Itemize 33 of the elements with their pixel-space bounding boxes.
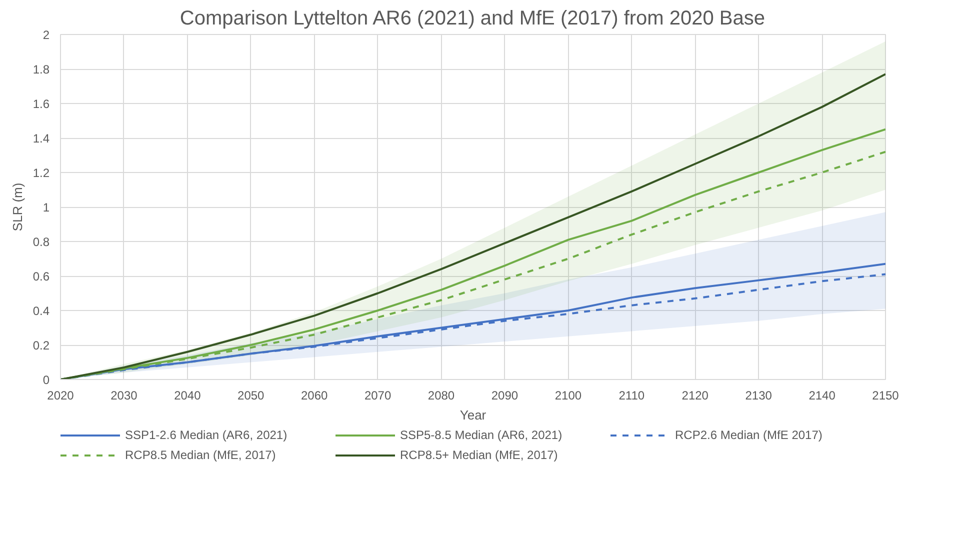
legend-label: RCP2.6 Median (MfE 2017)	[675, 428, 824, 442]
y-axis-title: SLR (m)	[10, 182, 25, 232]
y-tick-label: 0.6	[32, 270, 50, 284]
x-tick-label: 2020	[47, 388, 74, 402]
legend-label: SSP5-8.5 Median (AR6, 2021)	[400, 428, 564, 442]
legend-label: SSP1-2.6 Median (AR6, 2021)	[125, 428, 288, 442]
x-tick-label: 2140	[808, 388, 836, 402]
y-tick-label: 1.8	[32, 62, 50, 76]
y-tick-label: 0.8	[32, 235, 50, 249]
y-tick-label: 1.2	[32, 166, 50, 180]
y-tick-label: 0.4	[32, 304, 50, 318]
x-tick-label: 2070	[364, 388, 392, 402]
x-axis-title: Year	[460, 408, 487, 422]
x-tick-label: 2110	[618, 388, 645, 402]
x-tick-label: 2050	[238, 388, 265, 402]
chart-title: Comparison Lyttelton AR6 (2021) and MfE (2017) from 2020 Base	[180, 8, 766, 30]
legend-label: RCP8.5+ Median (MfE, 2017)	[400, 448, 559, 462]
x-tick-label: 2040	[174, 388, 202, 402]
y-tick-label: 1.4	[32, 132, 50, 146]
x-tick-label: 2130	[745, 388, 772, 402]
x-tick-label: 2090	[491, 388, 518, 402]
x-tick-label: 2150	[872, 388, 900, 402]
y-tick-label: 1.6	[32, 97, 50, 111]
y-tick-label: 0	[42, 373, 50, 387]
x-tick-label: 2120	[682, 388, 709, 402]
legend-label: RCP8.5 Median (MfE, 2017)	[125, 448, 277, 462]
x-tick-label: 2080	[428, 388, 455, 402]
y-tick-label: 2	[42, 28, 50, 42]
x-tick-label: 2060	[301, 388, 328, 402]
x-tick-label: 2030	[110, 388, 138, 402]
x-tick-label: 2100	[554, 388, 582, 402]
y-tick-label: 0.2	[32, 338, 50, 352]
y-tick-label: 1	[42, 200, 50, 214]
